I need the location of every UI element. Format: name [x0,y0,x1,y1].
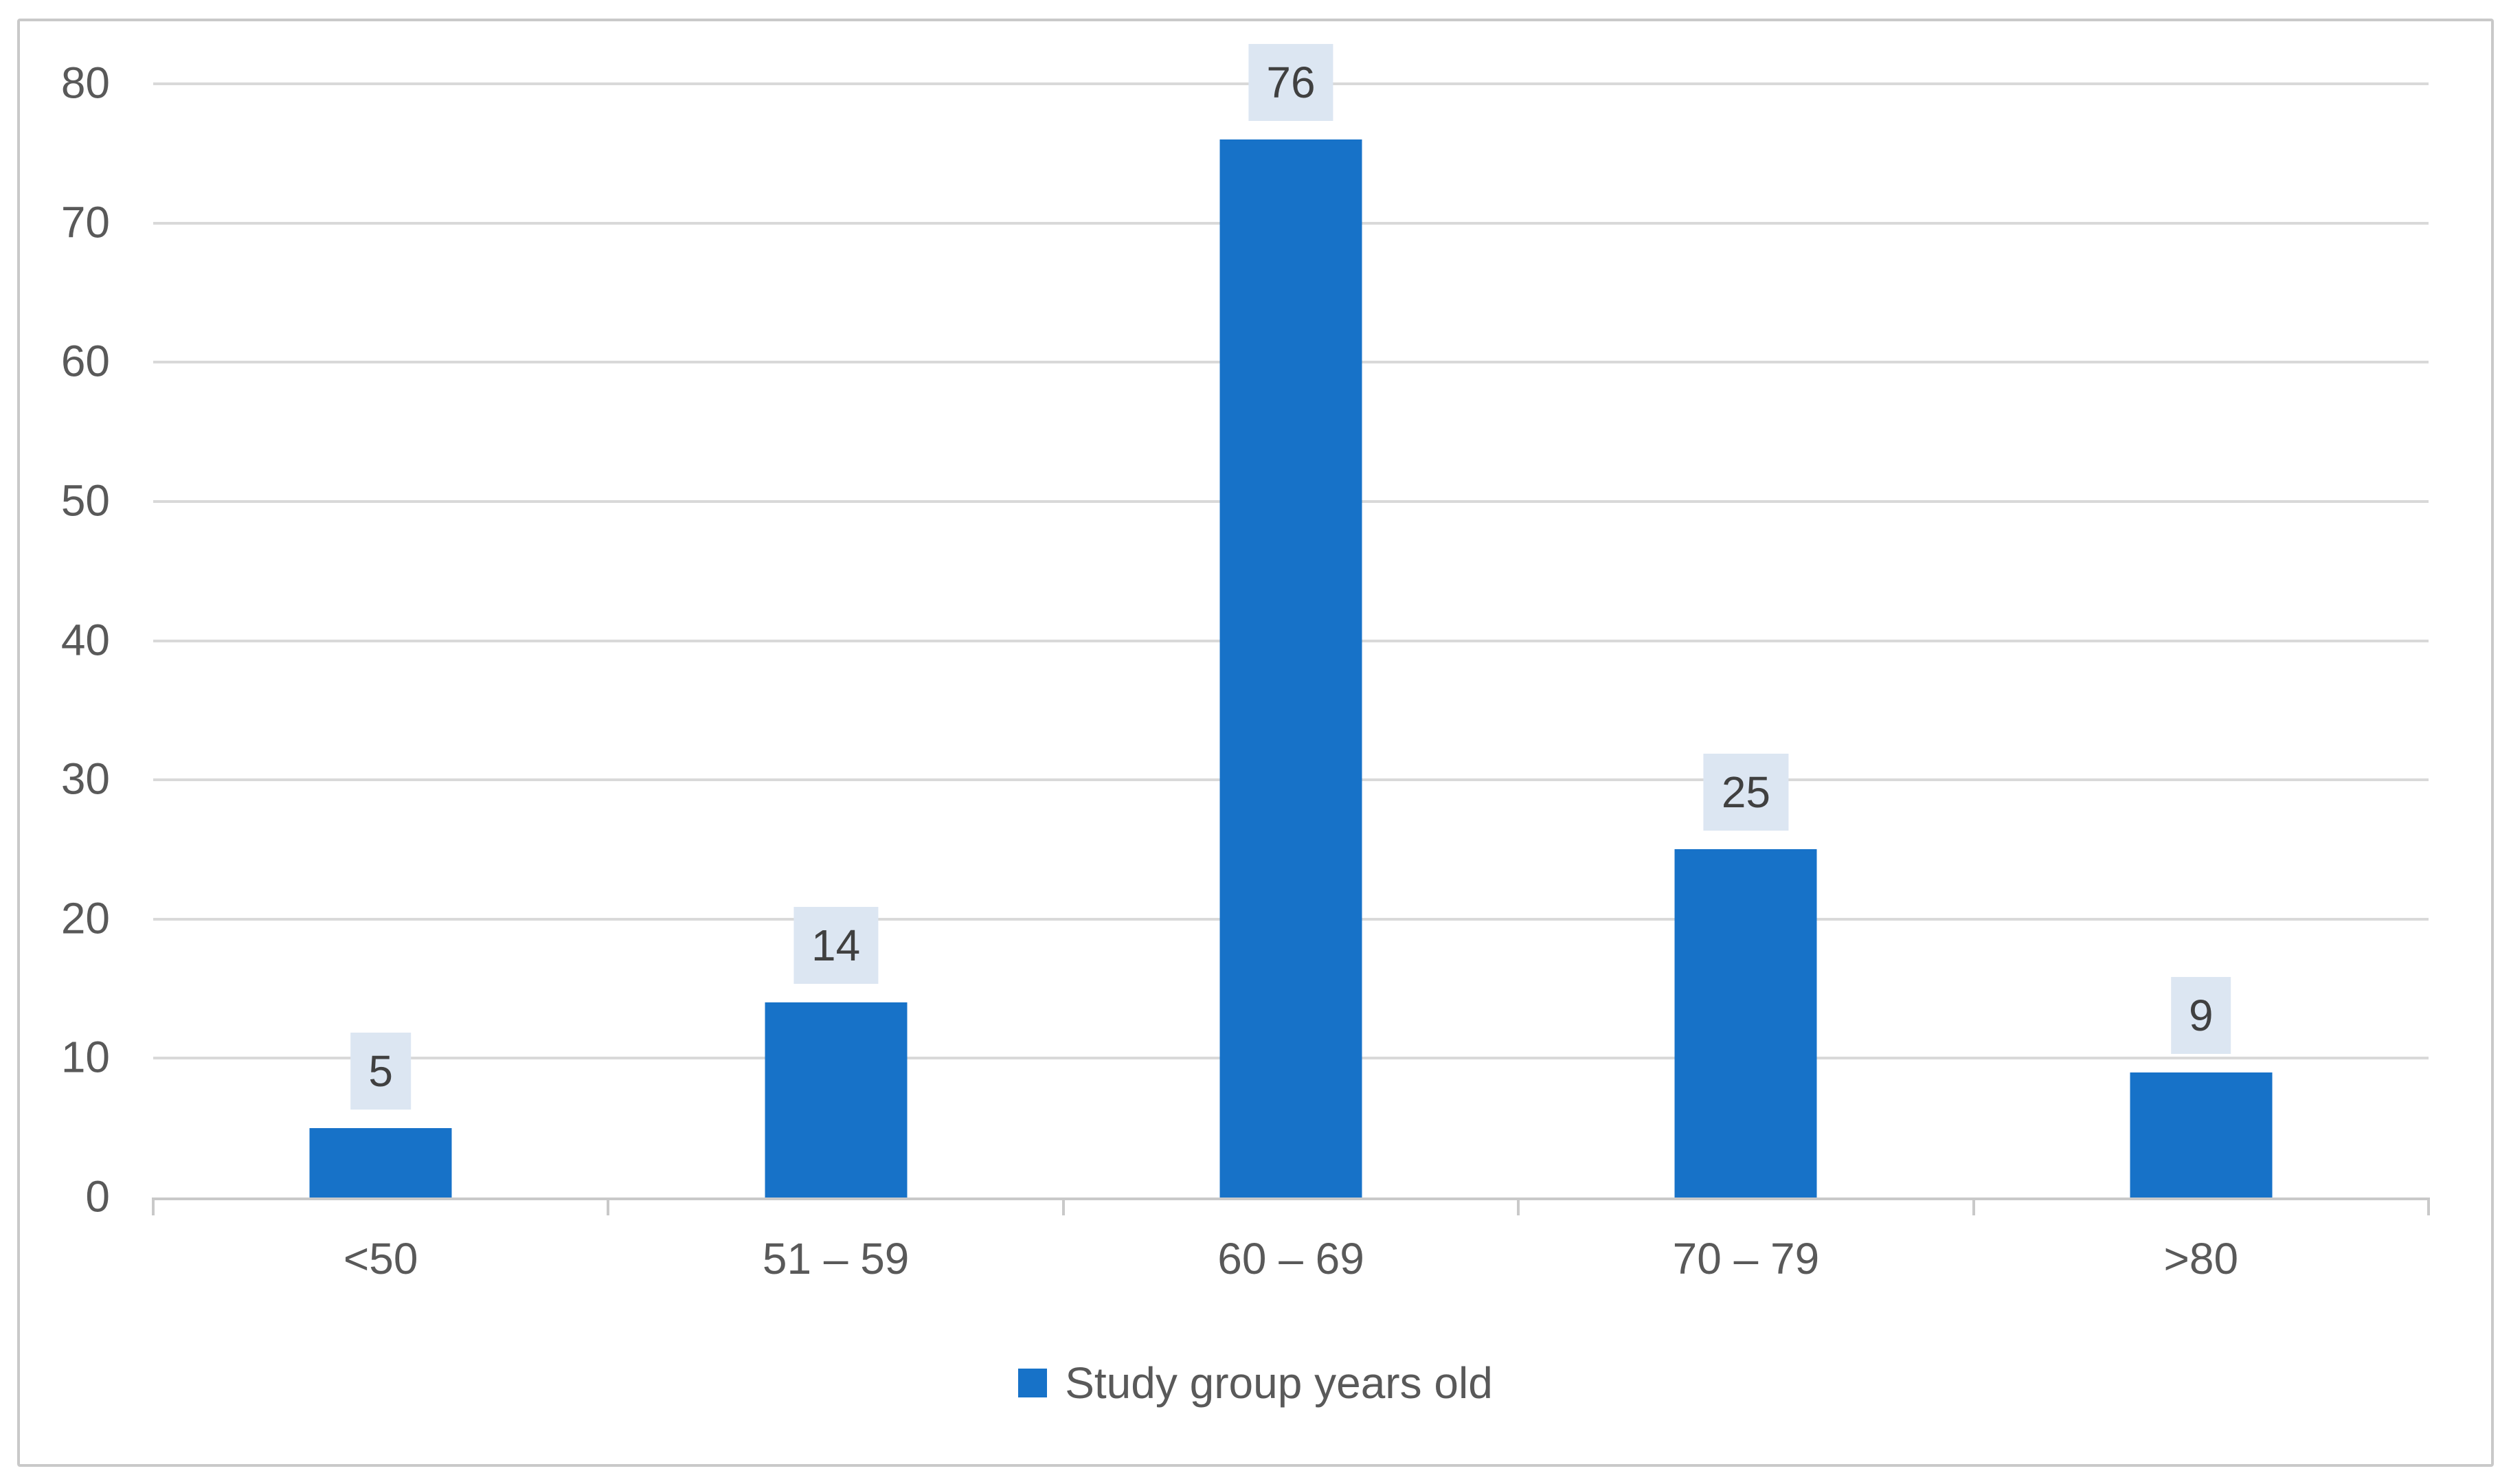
x-axis: <50 51 – 59 60 – 69 70 – 79 >80 [152,1198,2430,1284]
x-axis-tick-2 [1061,1198,1065,1215]
x-axis-label-1: <50 [343,1234,418,1283]
x-axis-label-5: >80 [2163,1234,2239,1283]
x-axis-line [153,1198,2429,1200]
y-axis-label-40: 40 [60,615,110,665]
data-label-5: 9 [2171,976,2231,1054]
x-axis-labels: <50 51 – 59 60 – 69 70 – 79 >80 [153,1198,2429,1284]
x-axis-tick-0 [152,1198,155,1215]
x-axis-tick-3 [1517,1198,1520,1215]
y-axis-label-50: 50 [60,475,110,526]
bar-3 [1219,139,1362,1198]
bar-2 [765,1002,908,1198]
y-axis-label-20: 20 [60,893,110,943]
data-label-3: 76 [1248,44,1333,122]
y-axis-label-60: 60 [60,336,110,386]
x-axis-label-3: 60 – 69 [1217,1234,1364,1283]
x-axis-tick-5 [2427,1198,2430,1215]
category-cell-2: 14 [608,84,1063,1198]
data-label-1: 5 [350,1032,411,1110]
x-axis-label-4: 70 – 79 [1672,1234,1820,1283]
x-axis-tick-1 [607,1198,610,1215]
category-cell-3: 76 [1063,44,1518,1198]
x-axis-label-2: 51 – 59 [762,1234,910,1283]
data-label-4: 25 [1703,754,1789,831]
y-axis-label-0: 0 [85,1171,110,1222]
data-label-2: 14 [793,907,879,985]
y-axis-label-30: 30 [60,754,110,804]
plot-area: 5 14 76 25 9 [153,44,2429,1200]
y-axis-label-10: 10 [60,1032,110,1082]
legend-color-swatch [1018,1369,1048,1397]
bar-4 [1674,849,1817,1198]
category-cell-5: 9 [1974,84,2429,1198]
category-cell-1: 5 [153,84,608,1198]
legend-series-label: Study group years old [1065,1358,1493,1408]
bar-5 [2130,1072,2273,1198]
category-cells: 5 14 76 25 9 [153,44,2429,1198]
y-axis-label-70: 70 [60,197,110,247]
legend: Study group years old [0,1358,2511,1408]
y-axis: 0 10 20 30 40 50 60 70 80 [17,58,110,1222]
category-cell-4: 25 [1518,84,1973,1198]
x-axis-tick-4 [1972,1198,1975,1215]
bar-1 [309,1127,452,1198]
y-axis-label-80: 80 [60,58,110,108]
